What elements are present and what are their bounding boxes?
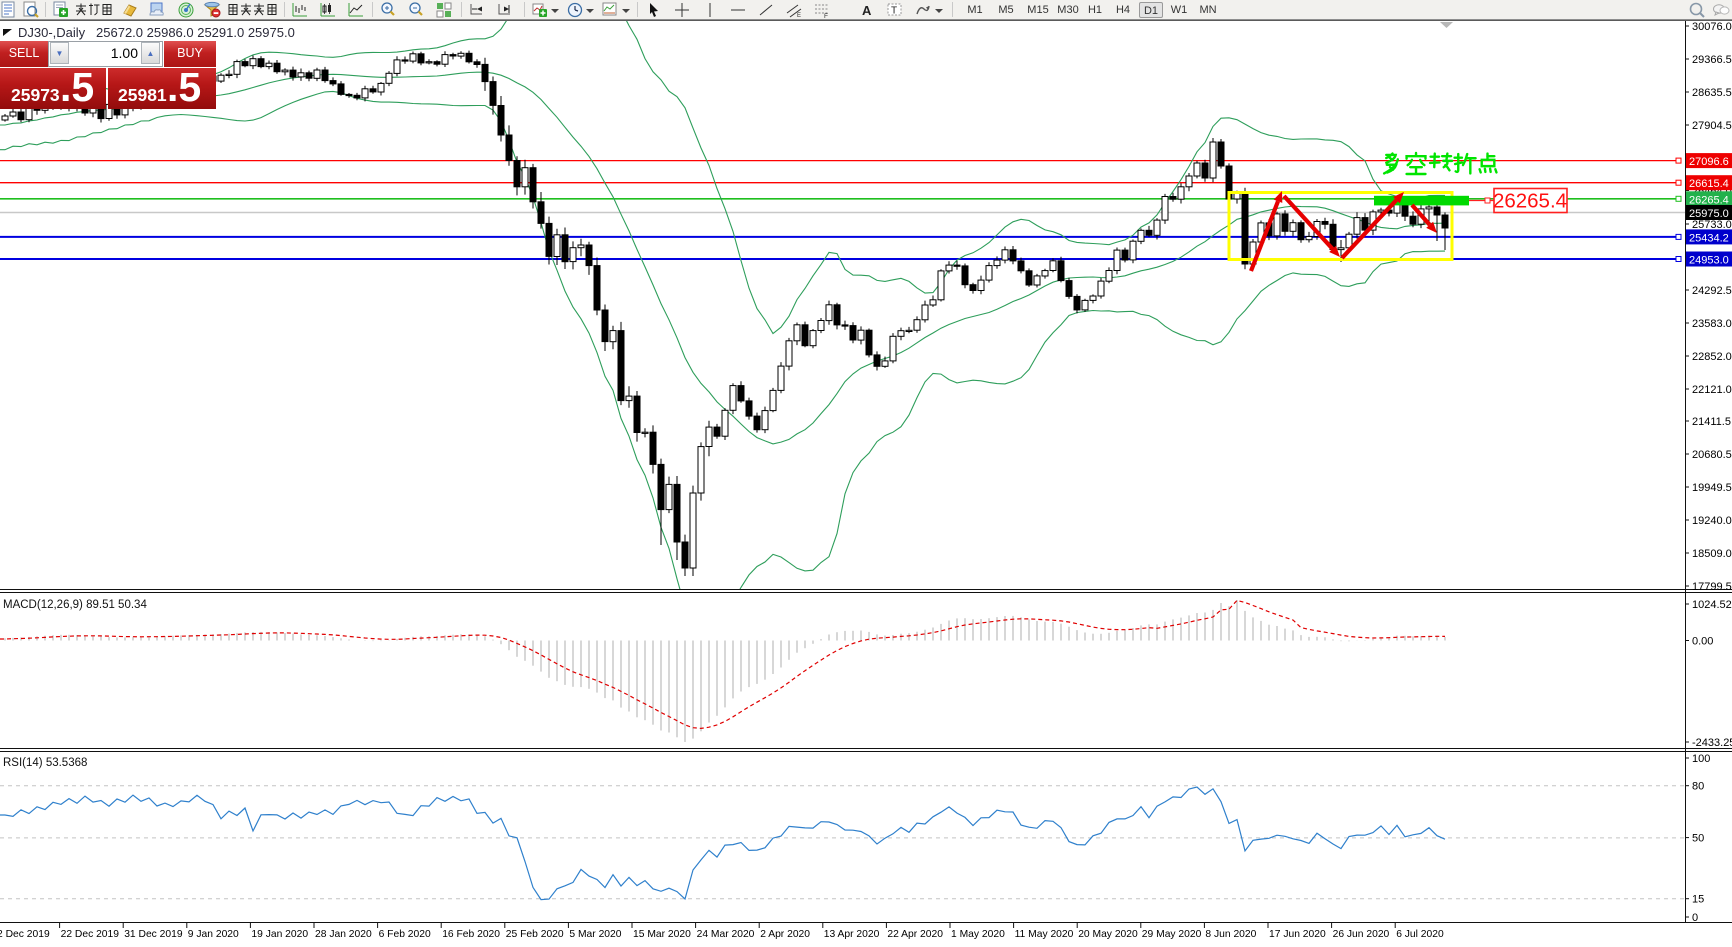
svg-text:17 Jun 2020: 17 Jun 2020 bbox=[1269, 929, 1326, 940]
svg-text:8 Jun 2020: 8 Jun 2020 bbox=[1205, 929, 1256, 940]
svg-text:50: 50 bbox=[1692, 833, 1704, 845]
svg-text:21411.5: 21411.5 bbox=[1692, 416, 1731, 428]
svg-text:27904.5: 27904.5 bbox=[1692, 120, 1732, 132]
svg-text:5 Mar 2020: 5 Mar 2020 bbox=[569, 929, 621, 940]
svg-text:16 Feb 2020: 16 Feb 2020 bbox=[442, 929, 500, 940]
svg-text:26 Jun 2020: 26 Jun 2020 bbox=[1333, 929, 1390, 940]
svg-text:19949.5: 19949.5 bbox=[1692, 482, 1732, 494]
svg-text:22 Dec 2019: 22 Dec 2019 bbox=[61, 929, 120, 940]
svg-text:2 Dec 2019: 2 Dec 2019 bbox=[0, 929, 50, 940]
svg-text:27096.6: 27096.6 bbox=[1689, 156, 1729, 168]
svg-text:RSI(14) 53.5368: RSI(14) 53.5368 bbox=[3, 757, 87, 769]
svg-text:25733.0: 25733.0 bbox=[1692, 219, 1732, 231]
svg-text:T: T bbox=[891, 6, 897, 17]
svg-text:6 Feb 2020: 6 Feb 2020 bbox=[379, 929, 431, 940]
svg-text:9 Jan 2020: 9 Jan 2020 bbox=[188, 929, 239, 940]
svg-text:100: 100 bbox=[1692, 753, 1710, 765]
svg-text:MACD(12,26,9) 89.51 50.34: MACD(12,26,9) 89.51 50.34 bbox=[3, 599, 147, 611]
svg-text:A: A bbox=[862, 3, 872, 18]
svg-text:24 Mar 2020: 24 Mar 2020 bbox=[697, 929, 755, 940]
svg-text:E: E bbox=[797, 13, 801, 19]
svg-text:29366.5: 29366.5 bbox=[1692, 54, 1732, 66]
svg-text:18509.0: 18509.0 bbox=[1692, 548, 1732, 560]
svg-text:19240.0: 19240.0 bbox=[1692, 515, 1732, 527]
svg-text:-2433.25: -2433.25 bbox=[1692, 737, 1732, 749]
svg-text:31 Dec 2019: 31 Dec 2019 bbox=[124, 929, 183, 940]
svg-text:26265.4: 26265.4 bbox=[1689, 194, 1729, 206]
svg-text:15 Mar 2020: 15 Mar 2020 bbox=[633, 929, 691, 940]
svg-text:19 Jan 2020: 19 Jan 2020 bbox=[251, 929, 308, 940]
svg-text:30076.0: 30076.0 bbox=[1692, 21, 1732, 33]
svg-text:2 Apr 2020: 2 Apr 2020 bbox=[760, 929, 810, 940]
svg-text:25 Feb 2020: 25 Feb 2020 bbox=[506, 929, 564, 940]
svg-text:F: F bbox=[824, 13, 828, 19]
svg-text:11 May 2020: 11 May 2020 bbox=[1015, 929, 1074, 940]
svg-text:20 May 2020: 20 May 2020 bbox=[1078, 929, 1138, 940]
svg-text:22852.0: 22852.0 bbox=[1692, 351, 1732, 363]
svg-text:26265.4: 26265.4 bbox=[1493, 190, 1567, 213]
svg-text:22121.0: 22121.0 bbox=[1692, 384, 1732, 396]
svg-text:17799.5: 17799.5 bbox=[1692, 581, 1732, 593]
svg-text:29 May 2020: 29 May 2020 bbox=[1142, 929, 1202, 940]
svg-text:23583.0: 23583.0 bbox=[1692, 318, 1732, 330]
svg-text:28 Jan 2020: 28 Jan 2020 bbox=[315, 929, 372, 940]
svg-text:DJ30-,Daily 25672.0 25986.0: DJ30-,Daily 25672.0 25986.0 25291.0 2597… bbox=[18, 25, 295, 40]
svg-text:25434.2: 25434.2 bbox=[1689, 232, 1729, 244]
svg-text:24953.0: 24953.0 bbox=[1689, 255, 1729, 267]
svg-text:28635.5: 28635.5 bbox=[1692, 87, 1732, 99]
svg-text:24292.5: 24292.5 bbox=[1692, 285, 1732, 297]
svg-text:26615.4: 26615.4 bbox=[1689, 178, 1729, 190]
svg-text:0: 0 bbox=[1692, 912, 1698, 924]
svg-text:20680.5: 20680.5 bbox=[1692, 449, 1732, 461]
svg-text:13 Apr 2020: 13 Apr 2020 bbox=[824, 929, 880, 940]
svg-text:1 May 2020: 1 May 2020 bbox=[951, 929, 1005, 940]
svg-text:15: 15 bbox=[1692, 894, 1704, 906]
svg-text:1024.52: 1024.52 bbox=[1692, 599, 1732, 611]
svg-text:22 Apr 2020: 22 Apr 2020 bbox=[887, 929, 943, 940]
svg-text:6 Jul 2020: 6 Jul 2020 bbox=[1396, 929, 1444, 940]
svg-text:25975.0: 25975.0 bbox=[1689, 208, 1729, 220]
svg-text:80: 80 bbox=[1692, 781, 1704, 793]
svg-text:0.00: 0.00 bbox=[1692, 636, 1713, 648]
